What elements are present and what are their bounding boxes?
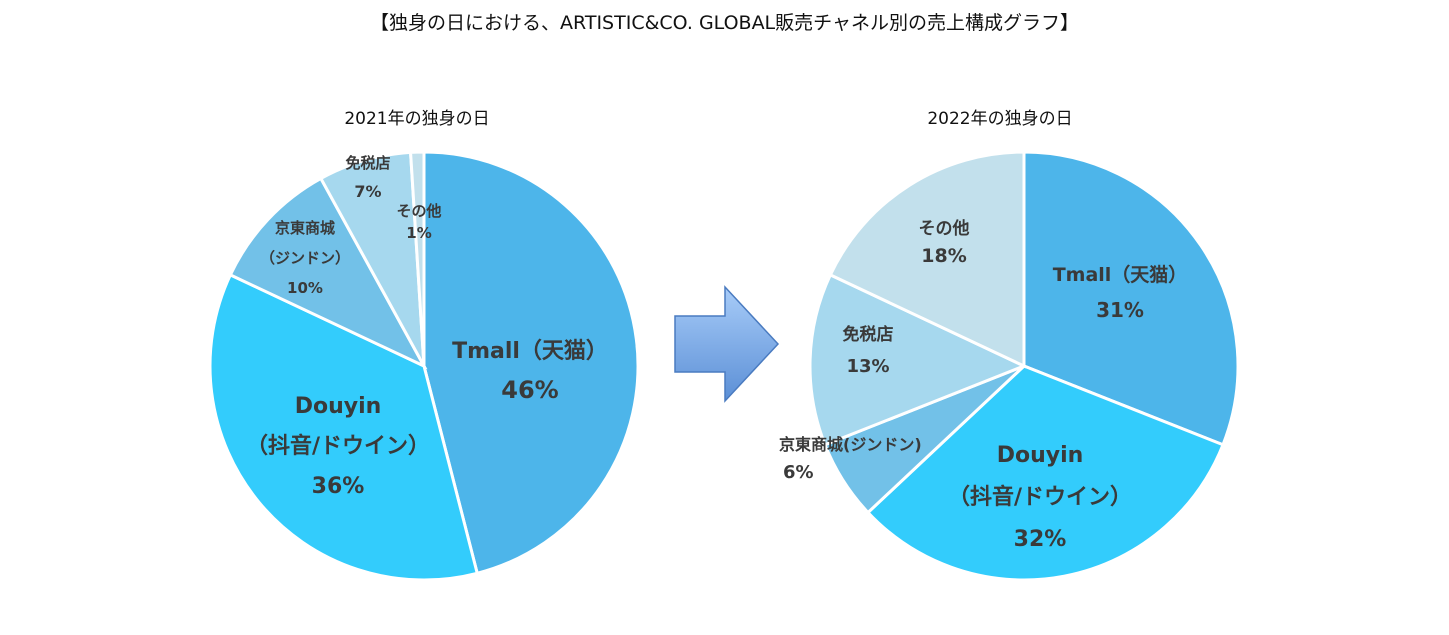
pie-2022: Tmall（天猫） 31% Douyin （抖音/ドウイン） 32% 京東商城(ジンドン)… — [779, 150, 1240, 582]
label-2022-douyin-line-0: Douyin — [997, 443, 1084, 468]
label-2021-jd-line-2: 10% — [287, 279, 323, 297]
label-2022-tmall: Tmall（天猫） 31% — [1053, 263, 1188, 322]
label-2021-tmall-line-0: Tmall（天猫） — [452, 339, 608, 364]
label-2021-dutyfree: 免税店 7% — [345, 154, 390, 201]
slice-2021-tmall — [422, 150, 640, 576]
label-2022-other-line-0: その他 — [919, 218, 970, 239]
label-2021-douyin-line-0: Douyin — [295, 394, 382, 419]
label-2022-douyin-line-1: （抖音/ドウイン） — [948, 484, 1132, 510]
slice-2021-jd — [228, 176, 428, 370]
label-2022-douyin-line-2: 32% — [1014, 527, 1067, 552]
label-2021-jd: 京東商城 （ジンドン） 10% — [260, 219, 350, 297]
label-2021-other: その他 1% — [396, 202, 441, 242]
pie-2022-title: 2022年の独身の日 — [927, 109, 1073, 129]
label-2021-douyin: Douyin （抖音/ドウイン） 36% — [246, 394, 430, 499]
label-2022-jd: 京東商城(ジンドン) 6% — [779, 435, 922, 483]
slice-2021-other — [408, 150, 426, 367]
label-2022-dutyfree: 免税店 13% — [843, 324, 894, 377]
pie-2021-title: 2021年の独身の日 — [344, 109, 490, 129]
label-2022-dutyfree-line-0: 免税店 — [843, 324, 894, 345]
pie-2021: Tmall（天猫） 46% Douyin （抖音/ドウイン） 36% 京東商城 （ジンドン）… — [208, 150, 640, 582]
label-2021-other-line-0: その他 — [396, 202, 441, 220]
label-2021-douyin-line-1: （抖音/ドウイン） — [246, 433, 430, 459]
label-2022-douyin: Douyin （抖音/ドウイン） 32% — [948, 443, 1132, 552]
label-2022-jd-line-0: 京東商城(ジンドン) — [779, 435, 922, 454]
label-2022-tmall-line-0: Tmall（天猫） — [1053, 263, 1188, 286]
slice-2022-tmall — [1022, 150, 1240, 447]
label-2021-dutyfree-line-1: 7% — [354, 182, 381, 201]
slice-2022-douyin — [865, 364, 1225, 582]
label-2021-jd-line-0: 京東商城 — [275, 219, 335, 237]
label-2021-other-line-1: 1% — [406, 224, 431, 242]
label-2022-other-line-1: 18% — [921, 245, 966, 267]
label-2022-dutyfree-line-1: 13% — [846, 356, 889, 377]
slice-2021-douyin — [208, 272, 480, 582]
right-arrow-icon — [674, 285, 780, 403]
slice-2022-other — [828, 150, 1026, 369]
label-2021-tmall-line-1: 46% — [501, 376, 558, 404]
label-2022-jd-line-1: 6% — [783, 462, 814, 483]
label-2022-other: その他 18% — [919, 218, 970, 267]
chart-title: 【独身の日における、ARTISTIC&CO. GLOBAL販売チャネル別の売上構… — [370, 12, 1079, 34]
label-2021-dutyfree-line-0: 免税店 — [345, 154, 390, 172]
label-2021-tmall: Tmall（天猫） 46% — [452, 339, 608, 404]
label-2021-douyin-line-2: 36% — [312, 474, 365, 499]
label-2022-tmall-line-1: 31% — [1096, 298, 1144, 322]
slice-2022-dutyfree — [808, 272, 1028, 447]
label-2021-jd-line-1: （ジンドン） — [260, 249, 350, 267]
